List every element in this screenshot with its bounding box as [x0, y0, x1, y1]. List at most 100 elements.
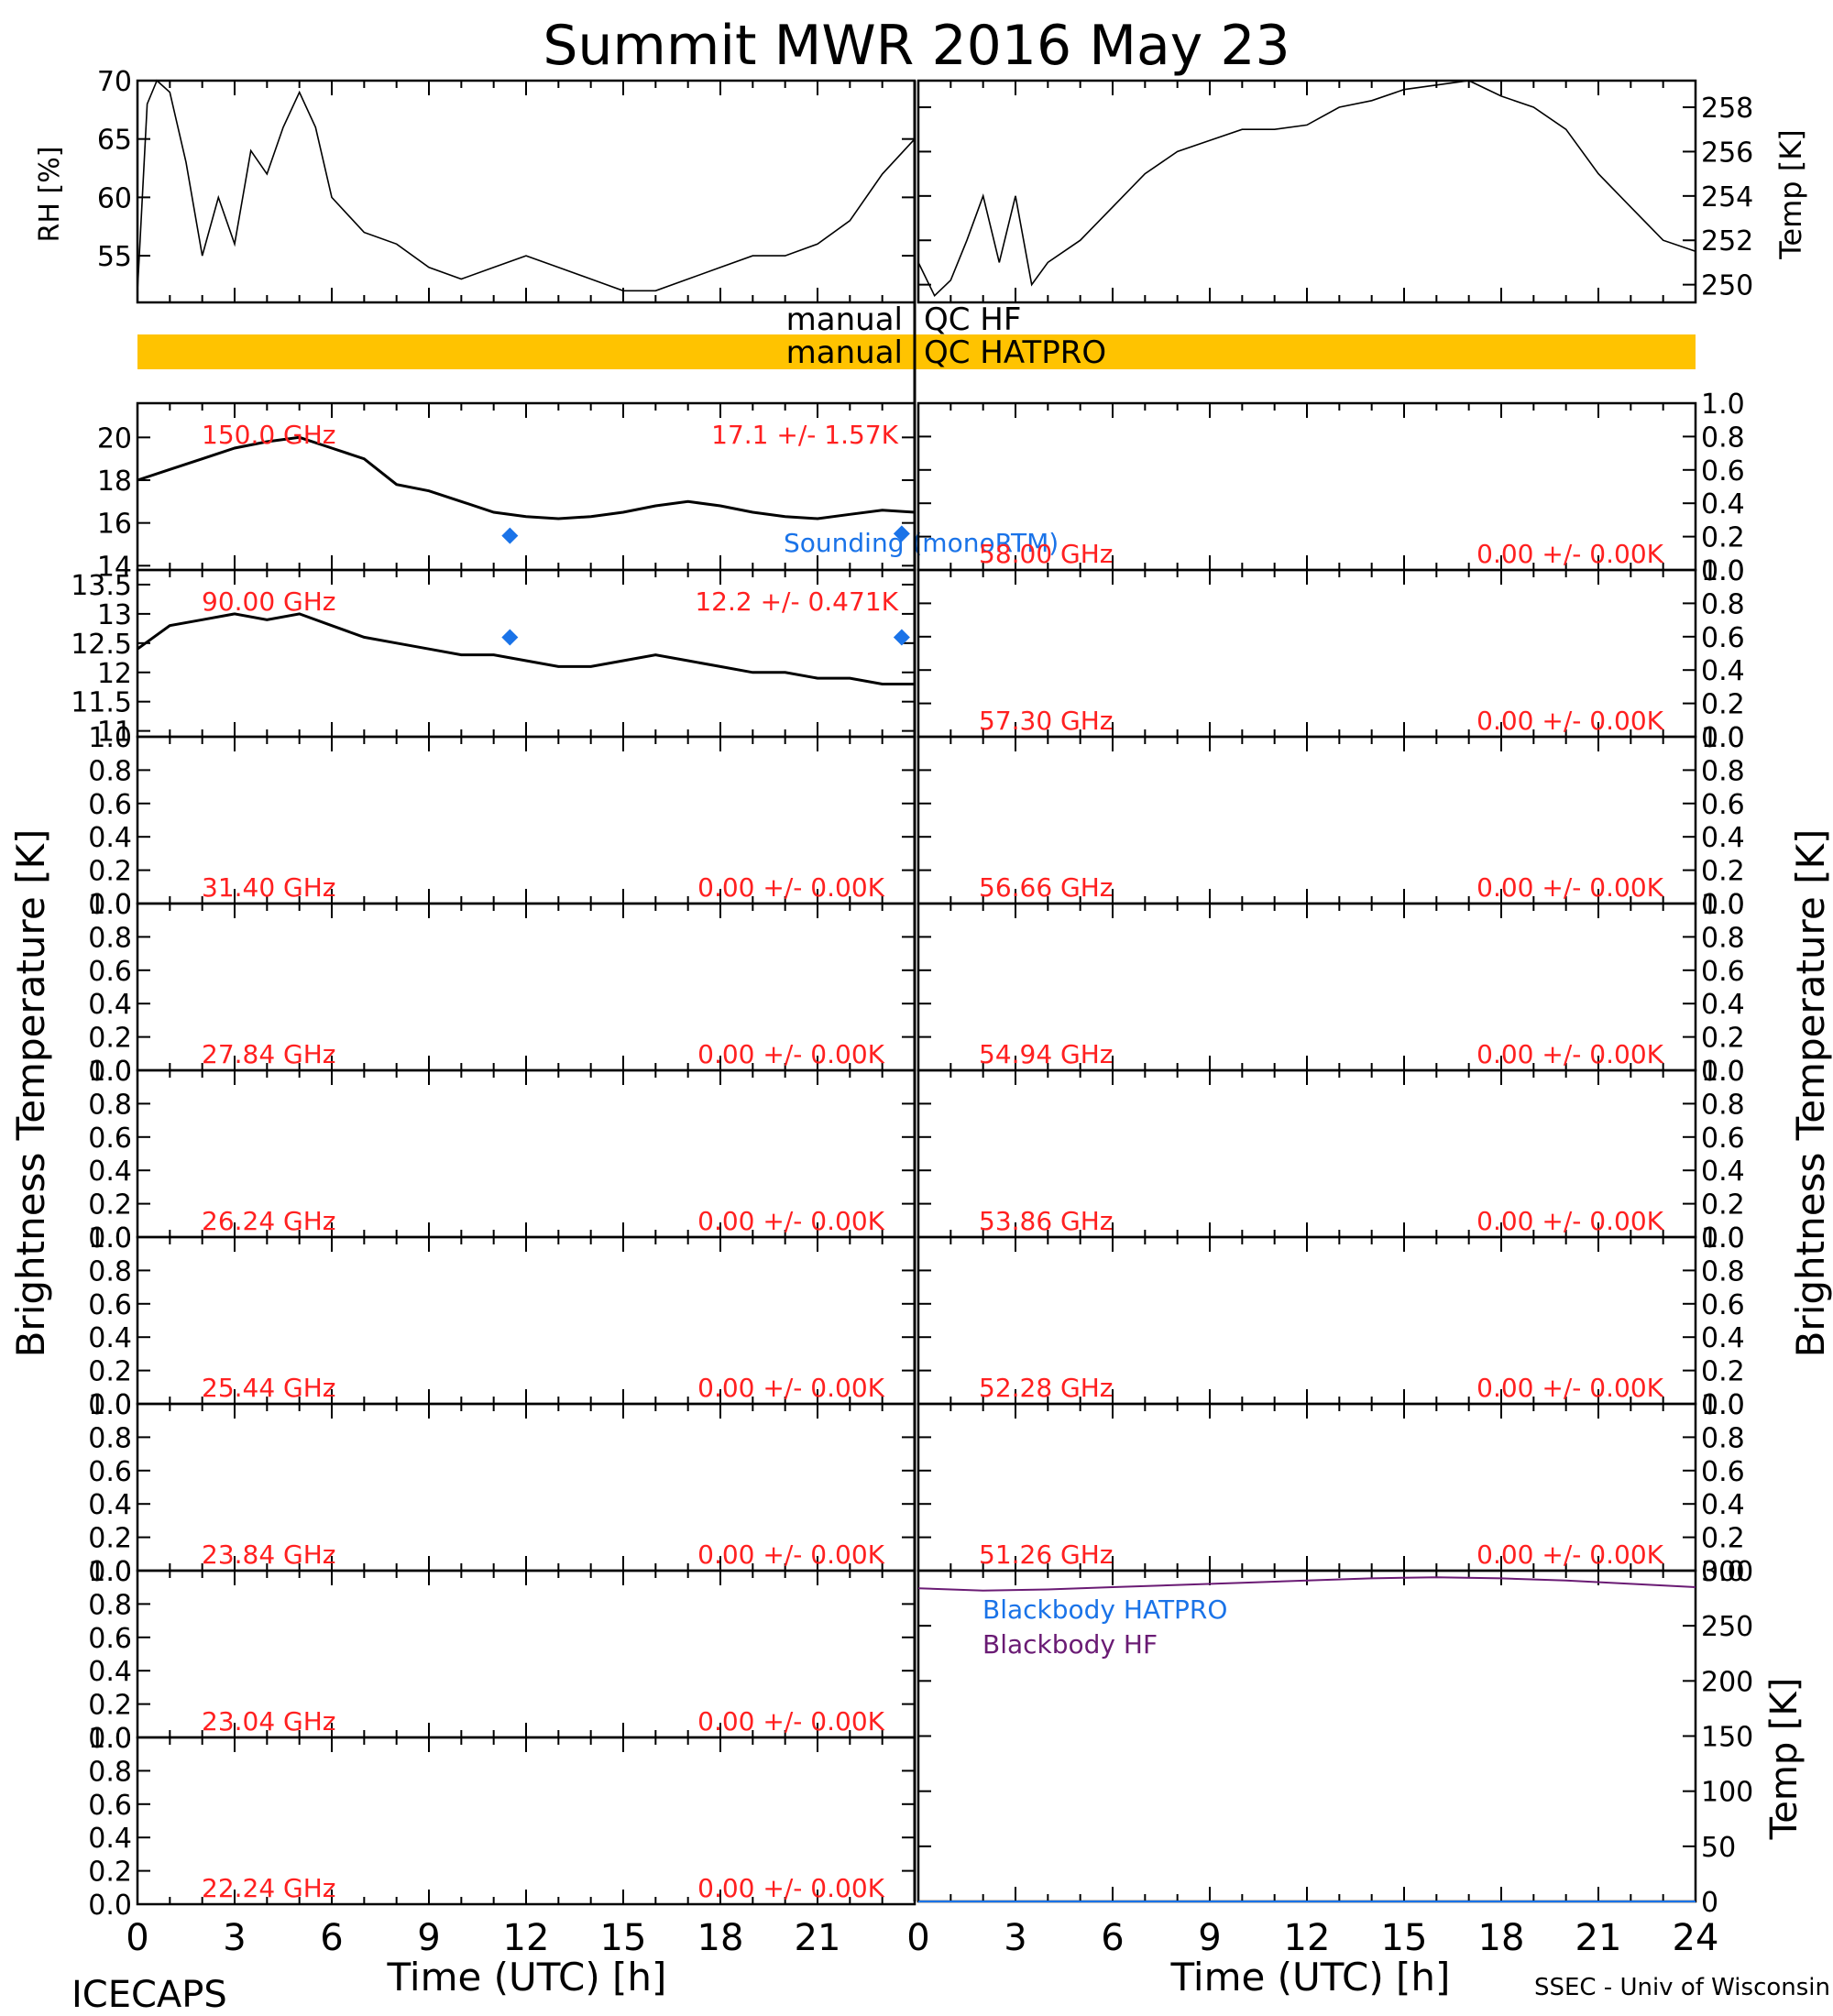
bt-panel-ytick-label: 0.2: [88, 1189, 132, 1222]
qc-hf-right-label: QC HF: [924, 301, 1021, 338]
x-tick-label: 9: [1198, 1917, 1221, 1959]
bt-stat-label: 0.00 +/- 0.00K: [1476, 706, 1663, 736]
bt-panel-ytick-label: 0.6: [88, 1289, 132, 1321]
x-tick-label: 18: [697, 1917, 744, 1959]
bt-panel-ytick-label: 18: [97, 466, 132, 498]
bt-panel-ytick-label: 0.6: [1701, 455, 1745, 488]
bt-stat-label: 0.00 +/- 0.00K: [697, 1206, 884, 1236]
x-tick-label: 24: [1673, 1917, 1719, 1959]
bt-panel-ytick-label: 0.4: [1701, 1322, 1745, 1354]
bt-panel-ytick-label: 0.4: [1701, 1489, 1745, 1521]
bt-panel-ytick-label: 0.0: [1701, 1222, 1745, 1255]
bt-panel-ytick-label: 0.4: [88, 1823, 132, 1855]
blackbody-ylabel: Temp [K]: [1763, 1678, 1806, 1841]
bt-stat-label: 12.2 +/- 0.471K: [695, 586, 898, 617]
bt-panel-ytick-label: 0.2: [1701, 1189, 1745, 1222]
bt-panel-ytick-label: 12: [97, 658, 132, 690]
x-tick-label: 6: [320, 1917, 343, 1959]
x-tick-label: 6: [1101, 1917, 1124, 1959]
bt-panel-ytick-label: 1.0: [1701, 1222, 1745, 1255]
temp-panel-ytick-label: 250: [1701, 270, 1753, 302]
x-tick-label: 12: [1284, 1917, 1331, 1959]
bt-panel-ytick-label: 12.5: [71, 629, 132, 661]
bt-panel-ytick-label: 0.4: [88, 989, 132, 1021]
bt-panel-ytick-label: 0.6: [88, 789, 132, 821]
temp-panel-frame: [916, 79, 1697, 304]
bt-stat-label: 0.00 +/- 0.00K: [1476, 539, 1663, 569]
bt-freq-label: 53.86 GHz: [979, 1206, 1114, 1236]
bt-panel-ytick-label: 1.0: [88, 1222, 132, 1255]
bt-stat-label: 0.00 +/- 0.00K: [697, 1706, 884, 1737]
bt-panel-ytick-label: 0.2: [1701, 1356, 1745, 1388]
bt-panel-ytick-label: 1.0: [88, 1389, 132, 1421]
bt-panel-ytick-label: 0.0: [88, 1723, 132, 1755]
bt-panel-ytick-label: 0.2: [1701, 689, 1745, 721]
bt-freq-label: 26.24 GHz: [202, 1206, 336, 1236]
bt-panel-ytick-label: 1.0: [88, 1723, 132, 1755]
sounding-point: [893, 629, 910, 646]
x-tick-label: 21: [1575, 1917, 1622, 1959]
bt-freq-label: 23.84 GHz: [202, 1539, 336, 1570]
bt-panel-ytick-label: 0.4: [88, 1656, 132, 1688]
temp-panel-ytick-label: 254: [1701, 181, 1753, 214]
bt-line: [137, 612, 915, 685]
x-label-left: Time (UTC) [h]: [387, 1955, 667, 2000]
bt-panel-ytick-label: 0.8: [88, 1255, 132, 1287]
bt-panel-ytick-label: 0.2: [1701, 856, 1745, 888]
bt-panel-ytick-label: 1.0: [88, 722, 132, 754]
qc-hatpro-left-label: manual: [786, 334, 903, 371]
bt-panel-ytick-label: 1.0: [1701, 1056, 1745, 1088]
bt-panel-ytick-label: 0.8: [1701, 1422, 1745, 1454]
bt-panel-ytick-label: 0.2: [88, 1023, 132, 1055]
bt-panel-ytick-label: 0.8: [88, 755, 132, 787]
rh-panel-ytick-label: 60: [97, 182, 132, 214]
bt-panel-ytick-label: 0.6: [1701, 789, 1745, 821]
bt-freq-label: 22.24 GHz: [202, 1873, 336, 1903]
qc-hatpro-bar: [137, 334, 1696, 369]
bt-panel-ytick-label: 1.0: [1701, 389, 1745, 421]
bt-panel-ytick-label: 0.2: [88, 1857, 132, 1889]
temp-panel-ytick-label: 256: [1701, 137, 1753, 169]
blackbody-line: [917, 1576, 1696, 1592]
bt-freq-label: 23.04 GHz: [202, 1706, 336, 1737]
bt-stat-label: 0.00 +/- 0.00K: [1476, 872, 1663, 903]
bt-stat-label: 0.00 +/- 0.00K: [697, 1539, 884, 1570]
rh-ylabel: RH [%]: [34, 147, 66, 243]
bt-panel-ytick-label: 0.0: [88, 1556, 132, 1588]
blackbody-panel-ytick-label: 250: [1701, 1611, 1753, 1643]
blackbody-panel-ytick-label: 200: [1701, 1666, 1753, 1698]
x-tick-label: 3: [223, 1917, 246, 1959]
y-label-right: Brightness Temperature [K]: [1788, 829, 1833, 1358]
bt-panel-ytick-label: 0.2: [1701, 522, 1745, 554]
bt-panel-ytick-label: 0.4: [1701, 989, 1745, 1021]
bt-freq-label: 54.94 GHz: [979, 1039, 1114, 1069]
rh-panel-frame: [136, 79, 916, 304]
blackbody-panel-ytick-label: 150: [1701, 1722, 1753, 1754]
bt-panel-ytick-label: 0.8: [1701, 422, 1745, 454]
rh-panel-ytick-label: 55: [97, 241, 132, 273]
bt-panel-ytick-label: 0.6: [88, 1790, 132, 1822]
bt-panel-ytick-label: 0.0: [1701, 555, 1745, 587]
bt-stat-label: 0.00 +/- 0.00K: [697, 872, 884, 903]
bt-panel-ytick-label: 0.4: [88, 822, 132, 854]
bt-panel-ytick-label: 0.0: [1701, 1556, 1745, 1588]
bt-panel-ytick-label: 0.8: [1701, 588, 1745, 620]
bt-freq-label: 56.66 GHz: [979, 872, 1114, 903]
bt-panel-ytick-label: 1.0: [1701, 1389, 1745, 1421]
bt-panel-ytick-label: 0.4: [1701, 655, 1745, 687]
bt-panel-ytick-label: 0.8: [88, 1422, 132, 1454]
bt-panel-ytick-label: 0.6: [1701, 956, 1745, 988]
footer-left: ICECAPS: [71, 1974, 227, 2016]
bt-freq-label: 51.26 GHz: [979, 1539, 1114, 1570]
bt-panel-ytick-label: 0.2: [88, 1523, 132, 1555]
bt-panel-ytick-label: 13: [97, 599, 132, 631]
temp-panel-ytick-label: 252: [1701, 225, 1753, 257]
x-tick-label: 0: [126, 1917, 148, 1959]
bt-panel-ytick-label: 0.2: [88, 1690, 132, 1722]
bt-panel-ytick-label: 13.5: [71, 570, 132, 602]
bt-freq-label: 31.40 GHz: [202, 872, 336, 903]
bt-panel-ytick-label: 20: [97, 422, 132, 455]
bt-panel-ytick-label: 0.8: [88, 1589, 132, 1621]
